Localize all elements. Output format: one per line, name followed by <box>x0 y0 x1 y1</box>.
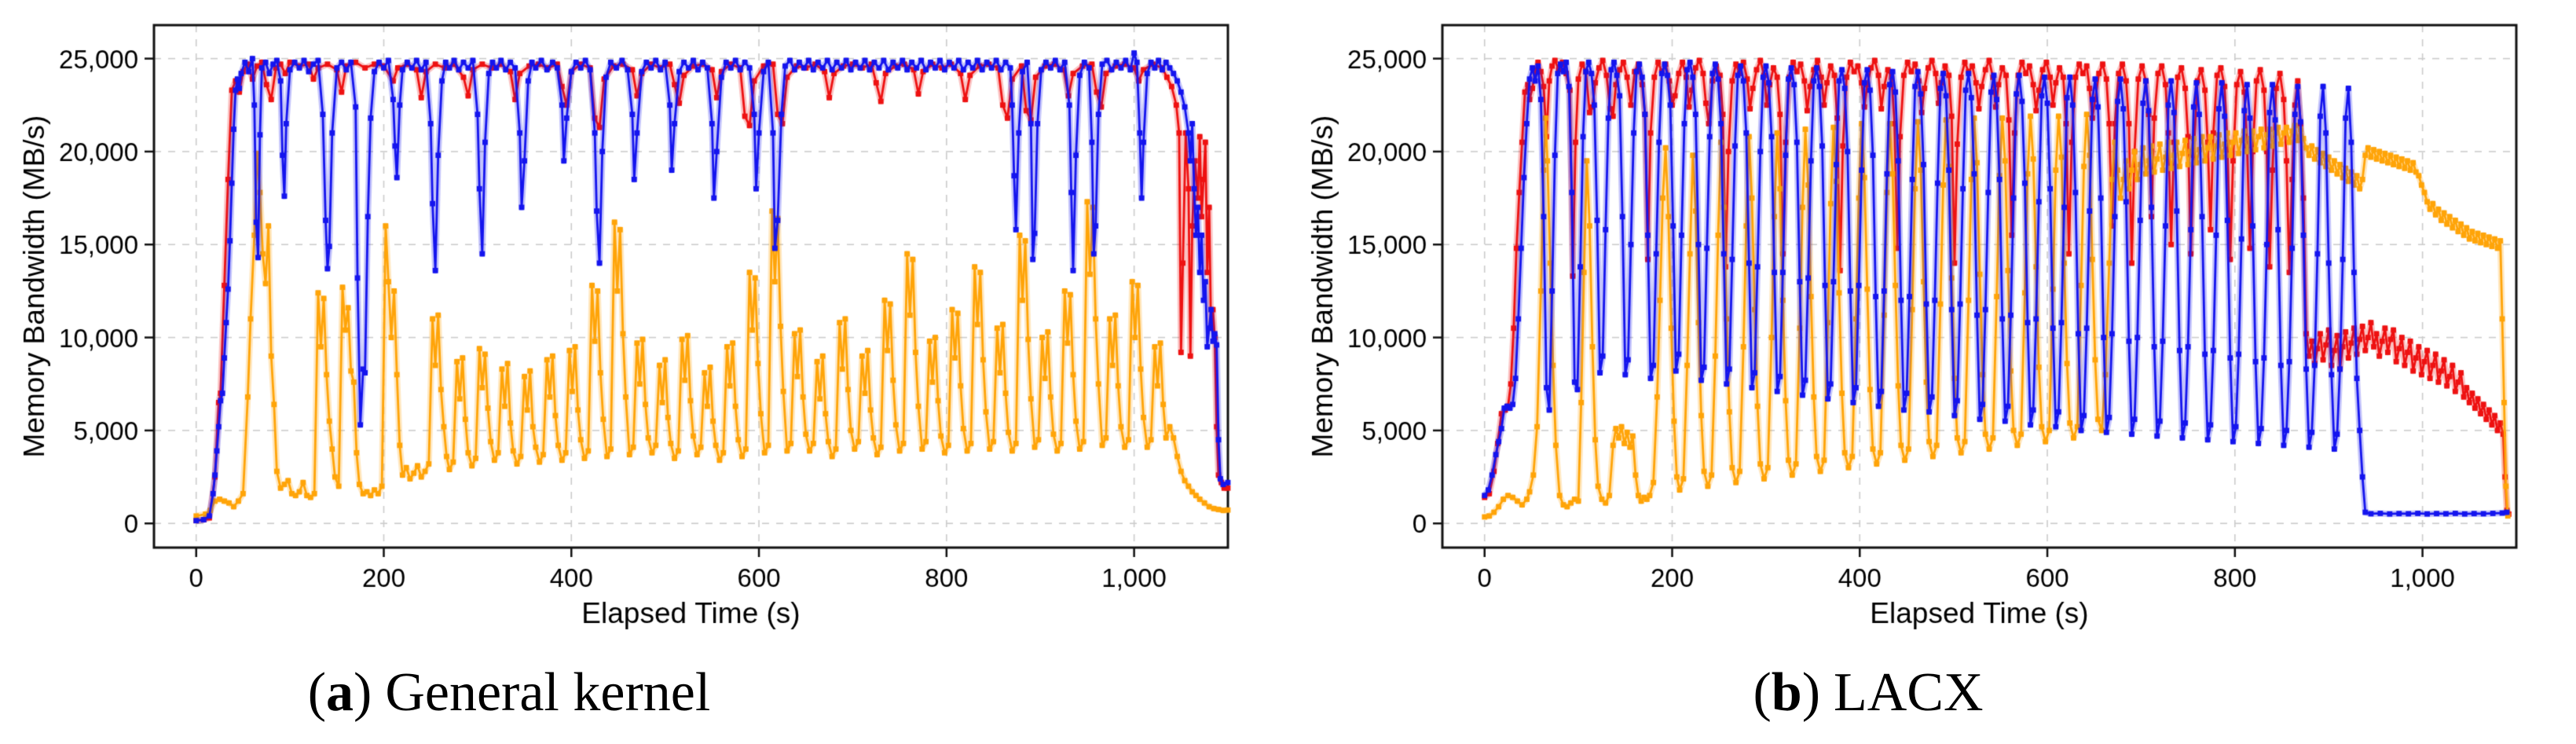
caption-text: General kernel <box>385 662 711 723</box>
caption-paren-close: ) <box>354 662 372 723</box>
caption-paren-open: ( <box>307 662 327 723</box>
caption-label: a <box>326 662 354 723</box>
chart-general-kernel <box>0 0 1288 632</box>
caption-label: b <box>1771 662 1802 723</box>
chart-lacx <box>1288 0 2576 632</box>
caption-general-kernel: (a) General kernel <box>308 662 711 723</box>
caption-paren-open: ( <box>1753 662 1772 723</box>
caption-text: LACX <box>1834 662 1984 723</box>
caption-lacx: (b) LACX <box>1753 662 1983 723</box>
caption-paren-close: ) <box>1801 662 1820 723</box>
